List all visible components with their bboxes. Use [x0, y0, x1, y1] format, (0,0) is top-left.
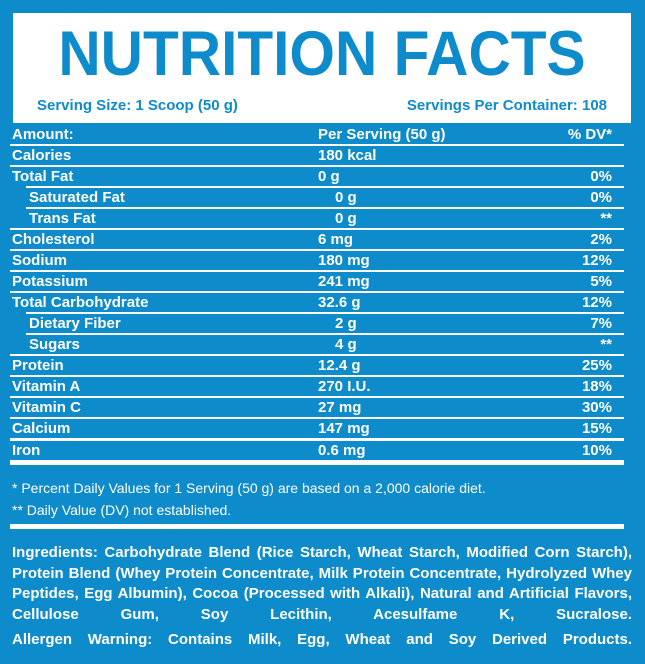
table-row: Protein 12.4 g 25%: [12, 357, 612, 374]
serving-info-row: Serving Size: 1 Scoop (50 g) Servings Pe…: [13, 97, 631, 114]
separator: [10, 524, 624, 529]
table-row: Cholesterol 6 mg 2%: [12, 231, 612, 248]
allergen-warning-text: Allergen Warning: Contains Milk, Egg, Wh…: [12, 631, 632, 648]
separator: [10, 249, 624, 251]
table-row: Vitamin A 270 I.U. 18%: [12, 378, 612, 395]
table-row: Vitamin C 27 mg 30%: [12, 399, 612, 416]
table-row: Sugars 4 g **: [29, 336, 612, 353]
separator: [10, 375, 624, 377]
separator: [26, 312, 624, 314]
table-row: Potassium 241 mg 5%: [12, 273, 612, 290]
table-row: Calcium 147 mg 15%: [12, 420, 612, 437]
table-row: Iron 0.6 mg 10%: [12, 442, 612, 459]
separator: [10, 417, 624, 419]
separator: [10, 460, 624, 465]
separator: [26, 333, 624, 335]
footnotes: * Percent Daily Values for 1 Serving (50…: [12, 477, 632, 521]
separator: [10, 144, 624, 146]
separator: [10, 165, 624, 167]
table-row: Calories 180 kcal: [12, 147, 377, 164]
col-dv-label: % DV*: [567, 126, 612, 143]
separator: [10, 270, 624, 272]
table-row: Dietary Fiber 2 g 7%: [29, 315, 612, 332]
table-row: Sodium 180 mg 12%: [12, 252, 612, 269]
nutrition-table: Amount: Per Serving (50 g) % DV* Calorie…: [10, 125, 624, 465]
table-header-row: Amount: Per Serving (50 g) % DV*: [10, 125, 624, 144]
separator: [10, 438, 624, 441]
separator: [26, 186, 624, 188]
separator: [26, 207, 624, 209]
table-row: Total Carbohydrate 32.6 g 12%: [12, 294, 612, 311]
col-amount-label: Amount:: [12, 126, 74, 143]
page-title: NUTRITION FACTS: [58, 19, 586, 89]
separator: [10, 396, 624, 398]
servings-per-container-text: Servings Per Container: 108: [406, 97, 607, 114]
table-row: Total Fat 0 g 0%: [12, 168, 612, 185]
footnote-daily-values: * Percent Daily Values for 1 Serving (50…: [12, 480, 486, 496]
table-row: Saturated Fat 0 g 0%: [29, 189, 612, 206]
col-per-serving-label: Per Serving (50 g): [318, 126, 446, 143]
separator: [10, 228, 624, 230]
ingredients-text: Ingredients: Carbohydrate Blend (Rice St…: [12, 544, 632, 623]
separator: [10, 291, 624, 293]
separator: [10, 354, 624, 356]
table-row: Trans Fat 0 g **: [29, 210, 612, 227]
footnote-dv-not-established: ** Daily Value (DV) not established.: [12, 502, 232, 518]
serving-size-text: Serving Size: 1 Scoop (50 g): [37, 97, 238, 114]
header-box: NUTRITION FACTS Serving Size: 1 Scoop (5…: [13, 13, 631, 123]
